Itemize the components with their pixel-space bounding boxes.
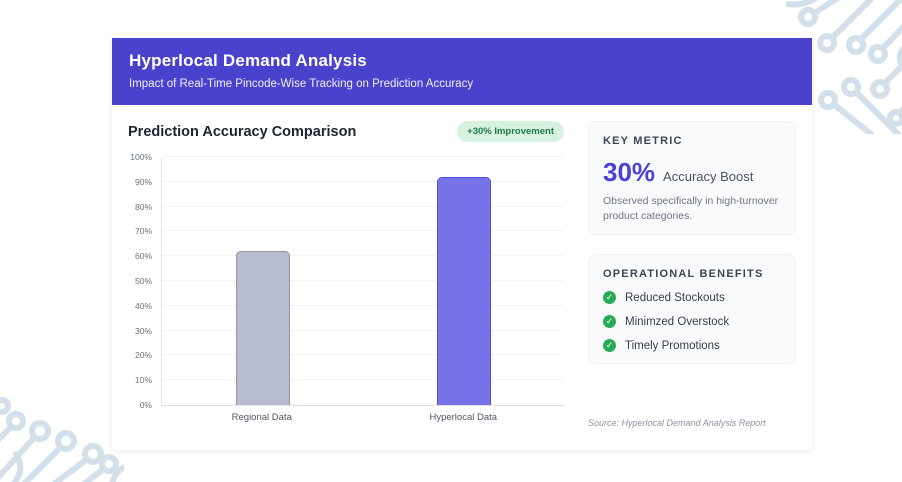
check-circle-icon: ✓: [603, 315, 616, 329]
card-body: Prediction Accuracy Comparison +30% Impr…: [112, 105, 812, 450]
gridline: [162, 280, 564, 281]
y-tick-label: 0%: [139, 400, 152, 410]
page-title: Hyperlocal Demand Analysis: [129, 51, 367, 70]
x-axis: Regional Data Hyperlocal Data: [161, 412, 564, 430]
gridline: [162, 180, 564, 182]
main-card: Hyperlocal Demand Analysis Impact of Rea…: [112, 38, 812, 450]
y-axis: 0% 10% 20% 30% 40% 50% 60% 70% 80% 90% 100%: [128, 152, 156, 410]
x-axis-label: Hyperlocal Data: [429, 412, 498, 423]
x-axis-label: Regional Data: [231, 412, 292, 423]
y-tick-label: 60%: [134, 251, 152, 262]
bar-regional-data[interactable]: [235, 251, 290, 405]
source-note: Source: Hyperlocal Demand Analysis Repor…: [588, 418, 766, 428]
benefits-list: ✓ Reduced Stockouts ✓ Minimzed Overstock…: [603, 291, 781, 353]
y-tick-label: 20%: [134, 350, 152, 361]
benefit-text: Timely Promotions: [625, 339, 720, 352]
check-circle-icon: ✓: [603, 339, 616, 353]
gridline: [162, 156, 564, 157]
y-tick-label: 50%: [134, 276, 152, 286]
metric-description: Observed specifically in high-turnover p…: [603, 195, 779, 222]
bar-hyperlocal-data[interactable]: [436, 176, 491, 405]
y-tick-label: 80%: [134, 201, 152, 212]
benefit-text: Reduced Stockouts: [625, 291, 725, 304]
metric-row: 30% Accuracy Boost: [603, 157, 781, 188]
check-circle-icon: ✓: [603, 291, 616, 305]
benefit-item: ✓ Reduced Stockouts: [603, 291, 781, 305]
page-subtitle: Impact of Real-Time Pincode-Wise Trackin…: [129, 78, 474, 90]
chart-section: Prediction Accuracy Comparison +30% Impr…: [128, 121, 564, 430]
gridline: [162, 329, 564, 331]
benefits-panel: OPERATIONAL BENEFITS ✓ Reduced Stockouts…: [588, 254, 796, 365]
y-tick-label: 100%: [130, 152, 152, 162]
gridline: [162, 230, 564, 232]
improvement-badge: +30% Improvement: [457, 121, 564, 142]
gridline: [162, 304, 564, 306]
metric-value: 30%: [603, 157, 656, 187]
plot-area: [161, 156, 564, 406]
gridline: [162, 379, 564, 381]
key-metric-panel: KEY METRIC 30% Accuracy Boost Observed s…: [588, 121, 796, 236]
chart-title: Prediction Accuracy Comparison: [128, 123, 357, 140]
card-header: Hyperlocal Demand Analysis Impact of Rea…: [112, 38, 812, 105]
benefit-item: ✓ Timely Promotions: [603, 339, 781, 353]
y-tick-label: 90%: [134, 176, 152, 187]
chart-header: Prediction Accuracy Comparison +30% Impr…: [128, 121, 564, 142]
y-tick-label: 30%: [134, 325, 152, 336]
gridline: [162, 205, 564, 207]
benefit-text: Minimzed Overstock: [625, 315, 730, 328]
y-tick-label: 70%: [134, 226, 152, 237]
metric-suffix: Accuracy Boost: [663, 169, 754, 184]
key-metric-label: KEY METRIC: [603, 135, 683, 147]
benefits-label: OPERATIONAL BENEFITS: [603, 268, 764, 281]
y-tick-label: 40%: [134, 300, 152, 311]
gridline: [162, 354, 564, 356]
circuit-decoration-bottom-left: [0, 397, 124, 482]
y-tick-label: 10%: [134, 375, 152, 386]
right-column: KEY METRIC 30% Accuracy Boost Observed s…: [588, 121, 796, 430]
benefit-item: ✓ Minimzed Overstock: [603, 315, 781, 329]
bar-chart: 0% 10% 20% 30% 40% 50% 60% 70% 80% 90% 100% Region…: [128, 152, 564, 430]
gridline: [162, 255, 564, 257]
